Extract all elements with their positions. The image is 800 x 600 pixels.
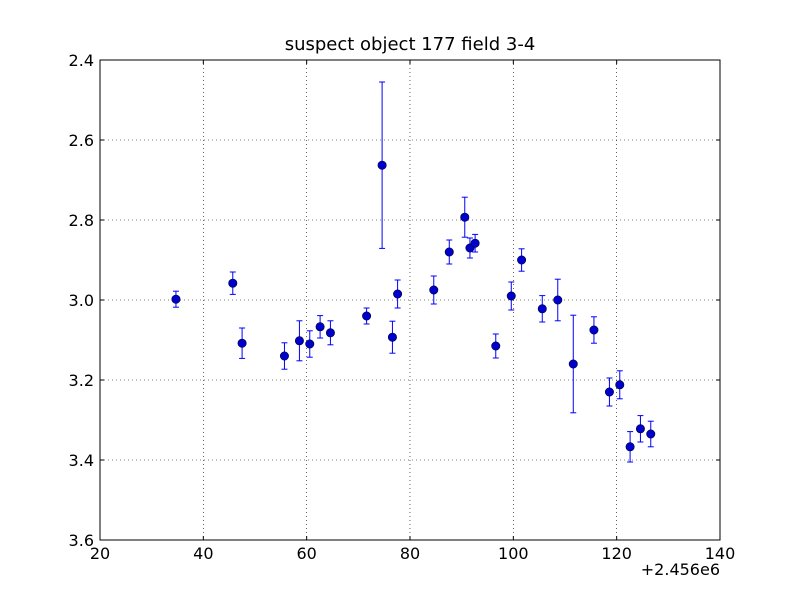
data-markers bbox=[171, 160, 656, 452]
data-point bbox=[589, 325, 599, 335]
data-point bbox=[393, 289, 403, 299]
data-point bbox=[237, 338, 247, 348]
data-point bbox=[491, 341, 501, 351]
y-tick-label: 3.2 bbox=[69, 371, 94, 390]
y-tick-label: 2.4 bbox=[69, 51, 94, 70]
y-tick-label: 2.6 bbox=[69, 131, 94, 150]
data-point bbox=[171, 294, 181, 304]
x-tick-label: 100 bbox=[498, 544, 529, 563]
y-tick-label: 3.4 bbox=[69, 451, 94, 470]
data-point bbox=[294, 336, 304, 346]
x-offset-label: +2.456e6 bbox=[640, 560, 720, 579]
data-point bbox=[228, 278, 238, 288]
data-point bbox=[506, 291, 516, 301]
data-point bbox=[315, 322, 325, 332]
data-point bbox=[460, 212, 470, 222]
data-point bbox=[568, 359, 578, 369]
x-tick-label: 20 bbox=[90, 544, 110, 563]
data-point bbox=[325, 328, 335, 338]
data-point bbox=[362, 311, 372, 321]
axis-ticks bbox=[99, 59, 721, 541]
x-tick-label: 120 bbox=[601, 544, 632, 563]
data-point bbox=[377, 160, 387, 170]
data-point bbox=[604, 387, 614, 397]
data-point bbox=[517, 255, 527, 265]
x-tick-label: 60 bbox=[296, 544, 316, 563]
grid-lines bbox=[100, 60, 720, 540]
data-point bbox=[625, 442, 635, 452]
data-point bbox=[470, 238, 480, 248]
tick-labels: 20 40 60 80 100 120 140 2.4 2.6 2.8 3.0 3.2 3.4 3.6 bbox=[69, 51, 736, 563]
error-bars bbox=[172, 81, 654, 463]
data-point bbox=[635, 424, 645, 434]
data-point bbox=[279, 351, 289, 361]
data-point bbox=[537, 304, 547, 314]
data-point bbox=[646, 429, 656, 439]
data-point bbox=[387, 332, 397, 342]
data-point bbox=[305, 339, 315, 349]
x-tick-label: 40 bbox=[193, 544, 213, 563]
y-tick-label: 3.0 bbox=[69, 291, 94, 310]
data-point bbox=[553, 295, 563, 305]
y-tick-label: 2.8 bbox=[69, 211, 94, 230]
data-point bbox=[444, 247, 454, 257]
y-tick-label: 3.6 bbox=[69, 531, 94, 550]
x-tick-label: 140 bbox=[705, 544, 736, 563]
data-point bbox=[429, 285, 439, 295]
x-tick-label: 80 bbox=[400, 544, 420, 563]
chart-title: suspect object 177 field 3-4 bbox=[284, 34, 536, 55]
data-point bbox=[615, 380, 625, 390]
